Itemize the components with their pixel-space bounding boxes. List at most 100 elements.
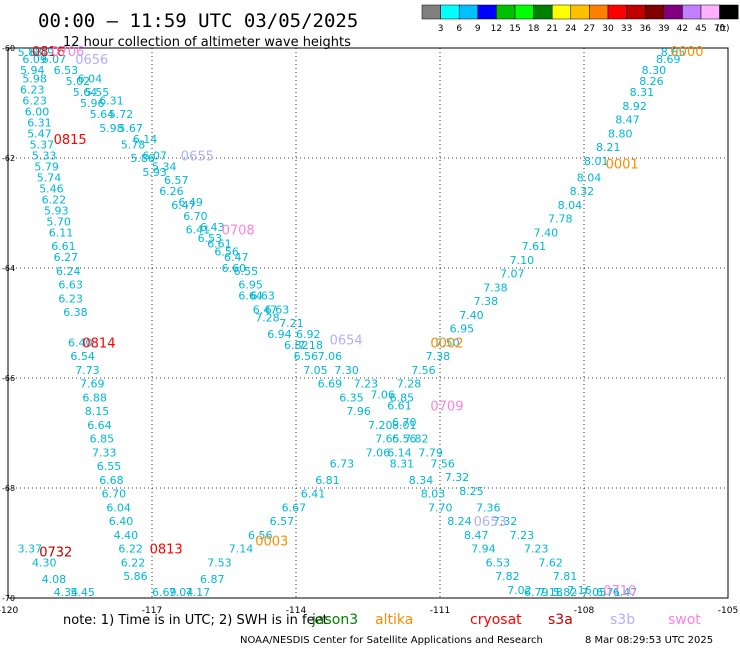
wave-height-value: 8.65 xyxy=(661,46,686,59)
plot-frame xyxy=(7,47,729,599)
pass-time-label: 0654 xyxy=(330,334,363,349)
colorbar-swatch xyxy=(514,4,534,20)
wave-height-value: 6.00 xyxy=(25,105,50,118)
wave-height-value: 7.23 xyxy=(354,378,379,391)
wave-height-value: 6.24 xyxy=(56,265,81,278)
wave-height-value: 6.92 xyxy=(296,328,321,341)
x-tick-label: -117 xyxy=(142,606,162,616)
wave-height-value: 7.28 xyxy=(255,312,280,325)
pass-time-label: 0816 xyxy=(32,45,65,60)
wave-height-value: 7.32 xyxy=(445,471,470,484)
wave-height-value: 7.65 xyxy=(375,433,400,446)
wave-height-value: 6.67 xyxy=(282,501,307,514)
wave-height-value: 5.93 xyxy=(44,204,69,217)
legend-item-swot: swot xyxy=(668,612,701,628)
wave-height-value: 5.70 xyxy=(46,215,71,228)
wave-height-value: 6.35 xyxy=(339,391,364,404)
wave-height-value: 7.20 xyxy=(368,419,393,432)
wave-height-value: 8.34 xyxy=(409,474,434,487)
x-tick-label: -105 xyxy=(718,606,738,616)
chart-subtitle: 12 hour collection of altimeter wave hei… xyxy=(63,35,351,50)
wave-height-value: 6.70 xyxy=(183,210,208,223)
wave-height-value: 7.06 xyxy=(366,446,391,459)
wave-height-value: 7.18 xyxy=(538,586,563,599)
wave-height-value: 6.60 xyxy=(222,262,247,275)
y-tick-label: -68 xyxy=(2,484,15,493)
wave-height-value: 8.04 xyxy=(558,199,583,212)
wave-height-value: 5.72 xyxy=(109,108,134,121)
wave-height-value: 6.54 xyxy=(70,350,95,363)
wave-height-value: 6.61 xyxy=(51,240,75,253)
wave-height-value: 5.45 xyxy=(70,586,95,599)
chart-title: 00:00 – 11:59 UTC 03/05/2025 xyxy=(38,10,358,32)
legend-item-s3b: s3b xyxy=(610,612,635,628)
colorbar-swatch xyxy=(421,4,441,20)
wave-height-value: 6.53 xyxy=(486,556,511,569)
wave-height-value: 7.96 xyxy=(346,405,371,418)
wave-height-value: 5.86 xyxy=(130,152,155,165)
wave-height-value: 7.36 xyxy=(476,501,501,514)
wave-height-value: 6.31 xyxy=(27,116,52,129)
colorbar-tick-label: 9 xyxy=(475,24,481,34)
axis-tick-labels: -120 -117 -114 -111 -108 -105 -60 -62 -64 -66 -68 -… xyxy=(0,44,738,616)
wave-height-value: 6.55 xyxy=(234,265,259,278)
y-tick-label: -60 xyxy=(2,44,15,53)
pass-time-label: 0000 xyxy=(670,45,703,60)
pass-time-label: 0001 xyxy=(606,158,639,173)
wave-height-value: 7.32 xyxy=(493,515,518,528)
colorbar-swatch xyxy=(589,4,609,20)
wave-height-value: 6.79 xyxy=(524,586,549,599)
wave-height-value: 6.85 xyxy=(390,391,415,404)
wave-height-value: 5.47 xyxy=(27,127,52,140)
wave-height-value: 6.95 xyxy=(238,279,263,292)
wave-height-value: 6.40 xyxy=(109,515,134,528)
wave-height-value: 5.33 xyxy=(32,149,57,162)
wave-height-value: 6.88 xyxy=(82,391,107,404)
colorbar-tick-label: 45 xyxy=(695,24,706,34)
colorbar-tick-label: 24 xyxy=(565,24,577,34)
wave-height-value: 8.31 xyxy=(390,457,415,470)
wave-height-value: 7.23 xyxy=(524,543,549,556)
wave-height-value: 5.88 xyxy=(18,46,42,59)
wave-height-value: 8.32 xyxy=(570,185,595,198)
wave-height-value: 6.61 xyxy=(207,237,232,250)
colorbar-tick-label: 39 xyxy=(658,24,670,34)
wave-height-value: 5.93 xyxy=(142,166,167,179)
wave-height-value: 5.78 xyxy=(121,138,146,151)
wave-height-value: 6.56 xyxy=(392,433,417,446)
wave-height-value: 6.47 xyxy=(613,586,638,599)
colorbar-swatch xyxy=(551,4,572,20)
grid-lines xyxy=(8,48,728,598)
wave-height-value: 7.04 xyxy=(169,586,194,599)
wave-height-value: 7.33 xyxy=(92,446,117,459)
colorbar-swatch xyxy=(719,4,739,20)
wave-height-value: 6.23 xyxy=(58,292,83,305)
wave-height-value: 5.96 xyxy=(80,97,105,110)
wave-height-value: 8.47 xyxy=(615,114,640,127)
wave-height-value: 6.56 xyxy=(248,529,273,542)
wave-height-value: 6.22 xyxy=(118,543,142,556)
wave-height-value: 6.69 xyxy=(318,378,343,391)
wave-height-value: 6.85 xyxy=(90,433,115,446)
wave-height-value: 5.86 xyxy=(123,570,148,583)
colorbar-swatch xyxy=(570,4,590,20)
wave-height-value: 6.57 xyxy=(270,515,295,528)
wave-height-value: 7.30 xyxy=(334,364,359,377)
colorbar-swatch xyxy=(607,4,627,20)
wave-height-value: 6.57 xyxy=(164,174,189,187)
wave-height-value: 6.31 xyxy=(99,94,124,107)
wave-height-value: 5.55 xyxy=(85,86,110,99)
colorbar-tick-label: 18 xyxy=(528,24,540,34)
colorbar-tick-label: 42 xyxy=(677,24,688,34)
wave-height-values: 5.886.095.945.986.236.236.006.315.475.37… xyxy=(18,46,686,599)
wave-height-value: 6.07 xyxy=(142,149,167,162)
legend-item-s3a: s3a xyxy=(548,612,573,628)
wave-height-value: 8.15 xyxy=(85,405,110,418)
wave-height-value: 7.05 xyxy=(582,586,607,599)
colorbar-tick-label: 70 xyxy=(714,24,726,34)
wave-height-value: 6.56 xyxy=(214,246,239,259)
wave-height-value: 5.82 xyxy=(553,586,578,599)
pass-time-label: 0003 xyxy=(255,534,288,549)
pass-time-label: 0732 xyxy=(39,545,72,560)
